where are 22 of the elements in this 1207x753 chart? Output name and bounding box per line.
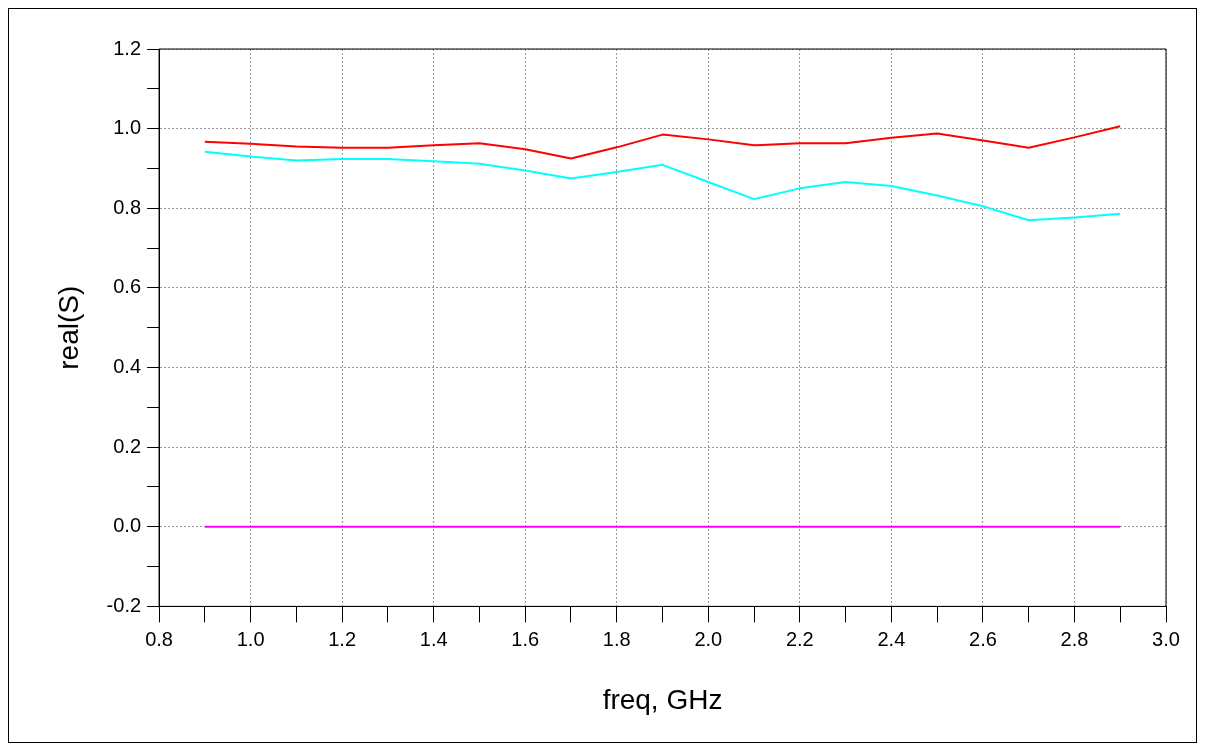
x-tick-label: 1.8: [602, 627, 631, 650]
x-tick-label: 2.8: [1060, 627, 1089, 650]
x-tick-label: 1.4: [419, 627, 448, 650]
x-tick-label: 1.6: [511, 627, 540, 650]
y-tick-label: -0.2: [106, 593, 142, 616]
x-tick-label: 2.6: [969, 627, 997, 650]
x-tick-label: 2.0: [694, 627, 723, 650]
y-tick-label: 0.8: [113, 195, 142, 218]
x-tick-label: 1.2: [328, 627, 357, 650]
y-axis-title: real(S): [52, 285, 84, 370]
x-axis-title: freq, GHz: [602, 683, 723, 715]
y-tick-label: 0.2: [113, 434, 142, 457]
y-tick-label: 0.6: [113, 275, 142, 298]
y-tick-label: 1.2: [113, 36, 142, 59]
y-tick-label: 1.0: [113, 116, 142, 139]
y-tick-label: 0.4: [113, 355, 142, 378]
x-tick-label: 0.8: [145, 627, 173, 650]
x-tick-label: 2.2: [785, 627, 814, 650]
y-tick-label: 0.0: [113, 514, 142, 537]
x-tick-label: 1.0: [236, 627, 265, 650]
x-tick-label: 2.4: [877, 627, 906, 650]
x-tick-label: 3.0: [1152, 627, 1180, 650]
